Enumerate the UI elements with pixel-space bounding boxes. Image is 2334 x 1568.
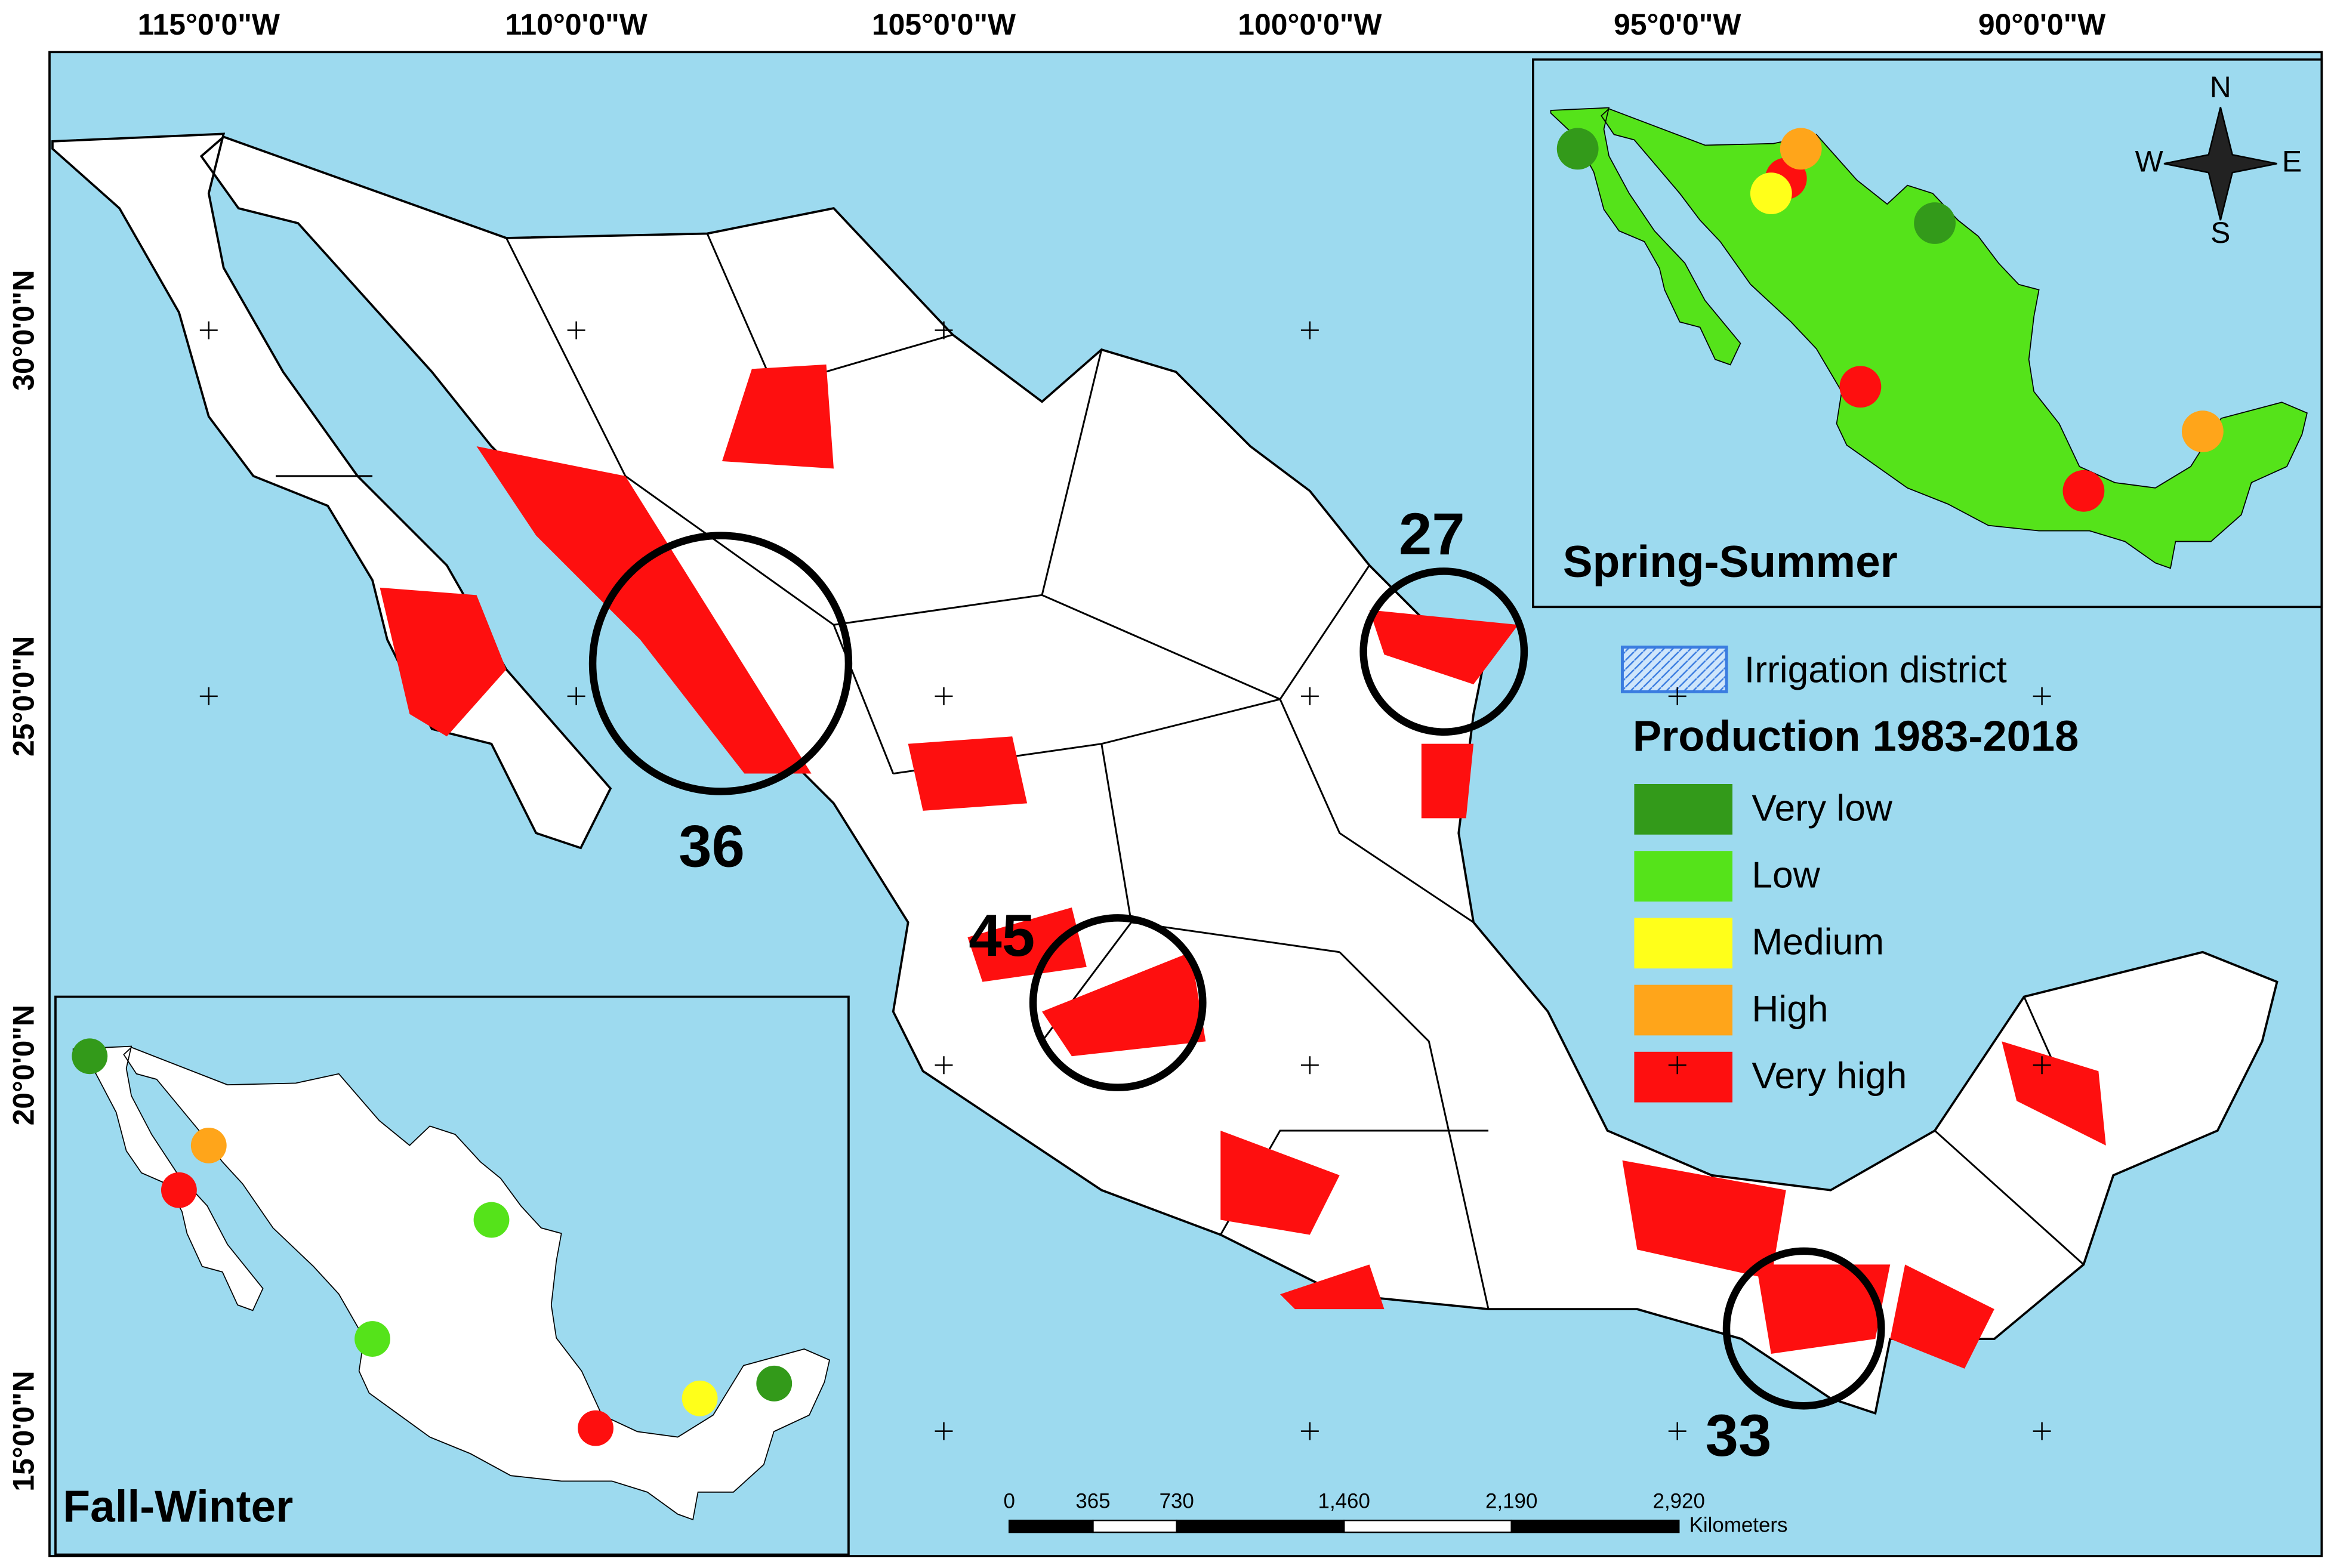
legend-swatch	[1634, 918, 1732, 969]
irrigation-label: Irrigation district	[1744, 649, 2007, 690]
legend-swatch	[1634, 784, 1732, 835]
scale-label: 2,190	[1485, 1490, 1537, 1513]
graticule-cross	[935, 1056, 953, 1075]
hotspot-label: 33	[1705, 1403, 1771, 1469]
inset-area	[72, 1038, 108, 1075]
red-areas	[380, 364, 2106, 1369]
inset-area	[1839, 366, 1882, 408]
latitude-label: 15°0'0"N	[7, 1371, 40, 1491]
longitude-label: 100°0'0"W	[1238, 8, 1382, 41]
inset-area	[682, 1380, 718, 1416]
inset-title: Spring-Summer	[1563, 536, 1898, 587]
graticule-cross	[567, 687, 585, 705]
high-production-areas	[380, 364, 2106, 1369]
inset-spring: Spring-Summer N S W E	[1531, 58, 2323, 609]
inset-area	[1750, 172, 1792, 215]
hotspot-circle	[1359, 567, 1528, 736]
inset-area	[354, 1321, 390, 1357]
longitude-label: 115°0'0"W	[138, 8, 280, 41]
scale-label: 1,460	[1318, 1490, 1370, 1513]
graticule-cross	[199, 321, 218, 339]
scale-label: 2,920	[1653, 1490, 1705, 1513]
compass: N S W E	[2135, 70, 2302, 249]
legend-label: Very high	[1752, 1055, 1907, 1097]
graticule-cross	[1300, 1056, 1319, 1075]
inset-area	[756, 1365, 793, 1402]
latitude-label: 25°0'0"N	[7, 636, 40, 757]
legend: Irrigation district Production 1983-2018…	[1620, 646, 2079, 1103]
latitude-label: 30°0'0"N	[7, 270, 40, 390]
irrigation-swatch	[1620, 646, 1728, 693]
scale-label: 0	[1004, 1490, 1015, 1513]
compass-e: E	[2282, 144, 2302, 178]
graticule-cross	[1668, 1422, 1686, 1440]
graticule-cross	[1668, 687, 1686, 705]
legend-swatch	[1634, 1051, 1732, 1103]
scale-segment	[1343, 1519, 1512, 1533]
legend-title: Production 1983-2018	[1633, 712, 2079, 760]
inset-fall: Fall-Winter	[54, 995, 850, 1556]
legend-label: Very low	[1752, 788, 1893, 829]
legend-label: High	[1752, 989, 1828, 1030]
inset-area	[473, 1202, 510, 1238]
legend-swatch	[1634, 851, 1732, 902]
hotspot-label: 36	[679, 814, 745, 880]
graticule-cross	[1300, 1422, 1319, 1440]
graticule-cross	[2033, 687, 2051, 705]
inset-area	[1914, 202, 1956, 244]
longitude-label: 110°0'0"W	[505, 8, 648, 41]
scale-bar: Kilometers 0 365 730 1,460 2,190 2,920	[1004, 1490, 1788, 1537]
hotspot-label: 27	[1399, 501, 1465, 567]
inset-area	[1556, 128, 1599, 170]
scale-label: 730	[1160, 1490, 1194, 1513]
hotspot-circle	[1029, 914, 1207, 1091]
legend-label: Medium	[1752, 922, 1884, 963]
graticule-cross	[199, 687, 218, 705]
compass-rose	[2163, 107, 2277, 221]
graticule-cross	[1300, 687, 1319, 705]
graticule-cross	[1300, 321, 1319, 339]
scale-segment	[1008, 1519, 1094, 1533]
inset-area	[578, 1410, 613, 1446]
scale-segment	[1176, 1519, 1345, 1533]
compass-n: N	[2210, 70, 2231, 104]
inset-area	[161, 1172, 197, 1208]
hotspot-circle	[1722, 1247, 1885, 1410]
longitude-label: 95°0'0"W	[1614, 8, 1741, 41]
graticule-cross	[567, 321, 585, 339]
inset-area	[1780, 128, 1822, 170]
longitude-label: 105°0'0"W	[872, 8, 1016, 41]
scale-label: 365	[1075, 1490, 1110, 1513]
inset-area	[2062, 470, 2105, 512]
hotspot-circle	[588, 532, 853, 795]
inset-area	[190, 1127, 227, 1163]
compass-w: W	[2135, 144, 2163, 178]
scale-segment	[1510, 1519, 1680, 1533]
graticule-cross	[2033, 1422, 2051, 1440]
legend-swatch	[1634, 984, 1732, 1036]
inset-title: Fall-Winter	[63, 1481, 293, 1532]
hotspot-label: 45	[969, 903, 1035, 969]
graticule-cross	[2033, 1056, 2051, 1075]
graticule-cross	[1668, 1056, 1686, 1075]
graticule-cross	[935, 1422, 953, 1440]
legend-label: Low	[1752, 855, 1820, 896]
inset-area	[2181, 410, 2224, 452]
graticule-cross	[935, 687, 953, 705]
scale-unit: Kilometers	[1689, 1513, 1788, 1536]
scale-segment	[1092, 1519, 1177, 1533]
graticule-cross	[935, 321, 953, 339]
latitude-label: 20°0'0"N	[7, 1005, 40, 1125]
compass-s: S	[2210, 216, 2230, 249]
longitude-label: 90°0'0"W	[1978, 8, 2106, 41]
